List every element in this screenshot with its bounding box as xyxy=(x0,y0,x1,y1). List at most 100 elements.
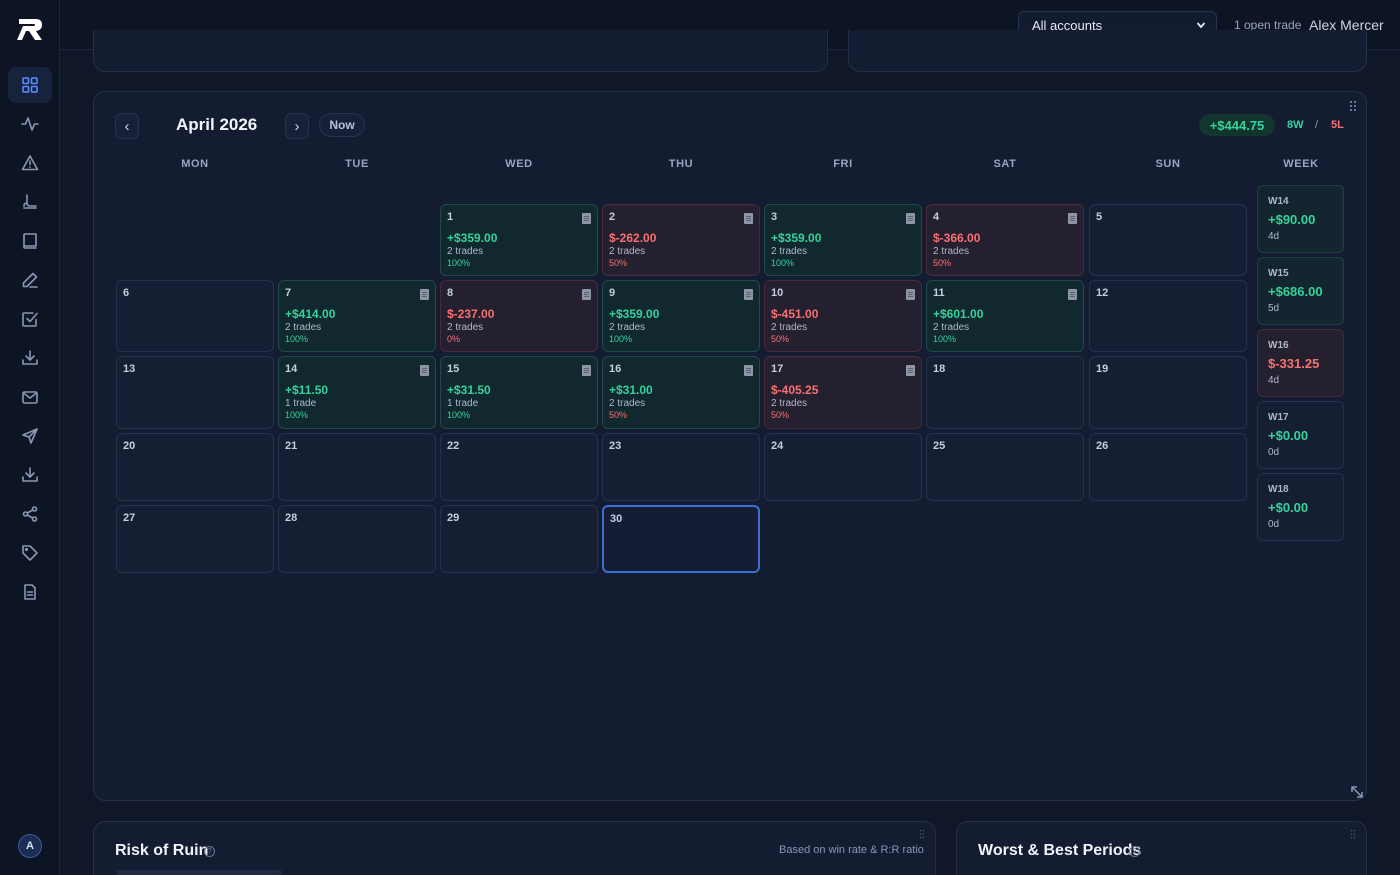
pen-icon xyxy=(22,272,38,288)
note-icon[interactable] xyxy=(744,213,753,224)
drag-handle-icon[interactable] xyxy=(1350,829,1356,839)
logo[interactable] xyxy=(14,14,46,44)
day-win-rate: 50% xyxy=(933,258,952,268)
note-icon[interactable] xyxy=(582,365,591,376)
note-icon[interactable] xyxy=(420,289,429,300)
next-month-button[interactable]: › xyxy=(285,113,309,139)
help-icon[interactable]: ? xyxy=(1129,846,1140,857)
note-icon[interactable] xyxy=(1068,289,1077,300)
nav-rocket[interactable] xyxy=(8,184,52,220)
send-icon xyxy=(22,428,38,444)
week-days-traded: 5d xyxy=(1268,303,1280,314)
calendar-day[interactable]: 24 xyxy=(764,433,922,501)
calendar-day[interactable]: 23 xyxy=(602,433,760,501)
nav-notes[interactable] xyxy=(8,262,52,298)
calendar-day[interactable]: 16 +$31.00 2 trades 50% xyxy=(602,356,760,429)
wins-losses-separator: / xyxy=(1315,119,1319,131)
calendar-day[interactable]: 15 +$31.50 1 trade 100% xyxy=(440,356,598,429)
share-icon xyxy=(22,506,38,522)
week-summary[interactable]: W17 +$0.00 0d xyxy=(1257,401,1344,469)
nav-share[interactable] xyxy=(8,496,52,532)
nav-tags[interactable] xyxy=(8,535,52,571)
calendar-day[interactable]: 28 xyxy=(278,505,436,573)
calendar-day[interactable]: 27 xyxy=(116,505,274,573)
calendar-day[interactable]: 10 $-451.00 2 trades 50% xyxy=(764,280,922,352)
chevron-down-icon xyxy=(1196,22,1206,29)
nav-mail[interactable] xyxy=(8,379,52,415)
calendar-day[interactable]: 19 xyxy=(1089,356,1247,429)
nav-activity[interactable] xyxy=(8,106,52,142)
week-summary[interactable]: W15 +$686.00 5d xyxy=(1257,257,1344,325)
day-number: 18 xyxy=(933,363,946,375)
drag-handle-icon[interactable] xyxy=(919,829,925,839)
calendar-day[interactable]: 9 +$359.00 2 trades 100% xyxy=(602,280,760,352)
calendar-day[interactable]: 29 xyxy=(440,505,598,573)
week-label: W18 xyxy=(1268,484,1289,495)
weekday-header: SUN xyxy=(1155,158,1181,170)
drag-handle-icon[interactable] xyxy=(1349,100,1357,112)
calendar-day[interactable]: 22 xyxy=(440,433,598,501)
note-icon[interactable] xyxy=(582,289,591,300)
prev-month-button[interactable]: ‹ xyxy=(115,113,139,139)
nav-import[interactable] xyxy=(8,457,52,493)
nav-reports[interactable] xyxy=(8,574,52,610)
note-icon[interactable] xyxy=(906,289,915,300)
calendar-day[interactable]: 8 $-237.00 2 trades 0% xyxy=(440,280,598,352)
calendar-day[interactable]: 20 xyxy=(116,433,274,501)
help-icon[interactable]: ? xyxy=(204,846,215,857)
week-summary[interactable]: W16 $-331.25 4d xyxy=(1257,329,1344,397)
nav-alerts[interactable] xyxy=(8,145,52,181)
calendar-day[interactable]: 2 $-262.00 2 trades 50% xyxy=(602,204,760,276)
now-button[interactable]: Now xyxy=(319,113,365,137)
calendar-day[interactable]: 7 +$414.00 2 trades 100% xyxy=(278,280,436,352)
sidebar: A xyxy=(0,0,60,875)
calendar-day[interactable]: 11 +$601.00 2 trades 100% xyxy=(926,280,1084,352)
wins-count: 8W xyxy=(1287,119,1304,131)
day-number: 4 xyxy=(933,211,940,223)
calendar-day[interactable]: 6 xyxy=(116,280,274,352)
day-trade-count: 2 trades xyxy=(609,322,646,333)
mail-icon xyxy=(22,391,38,404)
day-trade-count: 2 trades xyxy=(609,246,646,257)
open-trades-status[interactable]: 1 open trade xyxy=(1234,18,1302,32)
calendar-day[interactable]: 18 xyxy=(926,356,1084,429)
weekday-header: FRI xyxy=(833,158,853,170)
calendar-day[interactable]: 12 xyxy=(1089,280,1247,352)
week-days-traded: 4d xyxy=(1268,375,1280,386)
week-summary[interactable]: W14 +$90.00 4d xyxy=(1257,185,1344,253)
calendar-day[interactable]: 3 +$359.00 2 trades 100% xyxy=(764,204,922,276)
calendar-day[interactable]: 26 xyxy=(1089,433,1247,501)
nav-dashboard[interactable] xyxy=(8,67,52,103)
calendar-day[interactable]: 14 +$11.50 1 trade 100% xyxy=(278,356,436,429)
avatar[interactable]: A xyxy=(18,834,42,858)
note-icon[interactable] xyxy=(906,213,915,224)
nav-send[interactable] xyxy=(8,418,52,454)
nav-journal[interactable] xyxy=(8,223,52,259)
nav-checklist[interactable] xyxy=(8,301,52,337)
week-summary[interactable]: W18 +$0.00 0d xyxy=(1257,473,1344,541)
calendar-day[interactable]: 1 +$359.00 2 trades 100% xyxy=(440,204,598,276)
note-icon[interactable] xyxy=(1068,213,1077,224)
calendar-day[interactable]: 30 xyxy=(602,505,760,573)
calendar-day[interactable]: 21 xyxy=(278,433,436,501)
day-trade-count: 2 trades xyxy=(933,246,970,257)
user-name[interactable]: Alex Mercer xyxy=(1309,17,1384,33)
note-icon[interactable] xyxy=(744,365,753,376)
note-icon[interactable] xyxy=(420,365,429,376)
week-pnl: $-331.25 xyxy=(1268,356,1320,371)
calendar-day[interactable]: 5 xyxy=(1089,204,1247,276)
calendar-day[interactable]: 4 $-366.00 2 trades 50% xyxy=(926,204,1084,276)
calendar-day[interactable]: 25 xyxy=(926,433,1084,501)
worst-best-periods-card xyxy=(956,821,1367,875)
month-title: April 2026 xyxy=(176,115,258,134)
day-pnl: $-237.00 xyxy=(447,307,495,321)
calendar-day[interactable]: 17 $-405.25 2 trades 50% xyxy=(764,356,922,429)
note-icon[interactable] xyxy=(744,289,753,300)
note-icon[interactable] xyxy=(906,365,915,376)
day-number: 12 xyxy=(1096,287,1109,299)
calendar-day[interactable]: 13 xyxy=(116,356,274,429)
weekday-header: TUE xyxy=(345,158,369,170)
nav-download[interactable] xyxy=(8,340,52,376)
note-icon[interactable] xyxy=(582,213,591,224)
resize-icon[interactable] xyxy=(1350,785,1364,799)
